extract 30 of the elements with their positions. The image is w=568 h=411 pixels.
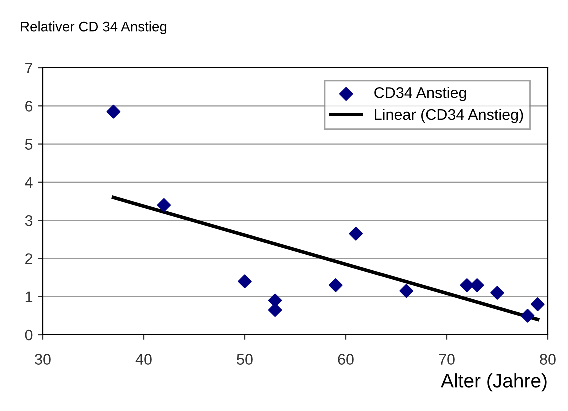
legend-label: CD34 Anstieg [374,87,466,102]
x-axis-title: Alter (Jahre) [441,374,547,392]
point [490,286,504,300]
point [157,198,172,212]
x-tick-label: 60 [338,354,354,365]
point [106,104,121,119]
point [238,274,252,289]
y-tick-label: 5 [25,139,33,150]
y-tick-label: 0 [25,330,33,341]
x-tick-label: 40 [136,354,152,365]
x-tick-label: 50 [237,354,253,365]
point [460,278,474,292]
point [328,278,343,292]
point [470,278,484,292]
legend-label: Linear (CD34 Anstieg) [375,108,524,124]
y-tick-label: 2 [26,254,33,264]
y-tick-label: 3 [25,215,33,226]
y-tick-label: 1 [26,292,33,302]
y-tick-label: 4 [25,177,33,188]
y-tick-label: 7 [26,63,33,74]
point [349,227,364,241]
point [530,298,545,312]
x-tick-label: 70 [439,354,455,365]
chart-title: Relativer CD 34 Anstieg [21,22,167,34]
x-tick-label: 80 [540,354,556,365]
point [268,303,282,318]
y-tick-label: 6 [26,101,33,112]
point [400,284,414,298]
x-tick-label: 30 [35,354,51,365]
point [520,309,535,323]
